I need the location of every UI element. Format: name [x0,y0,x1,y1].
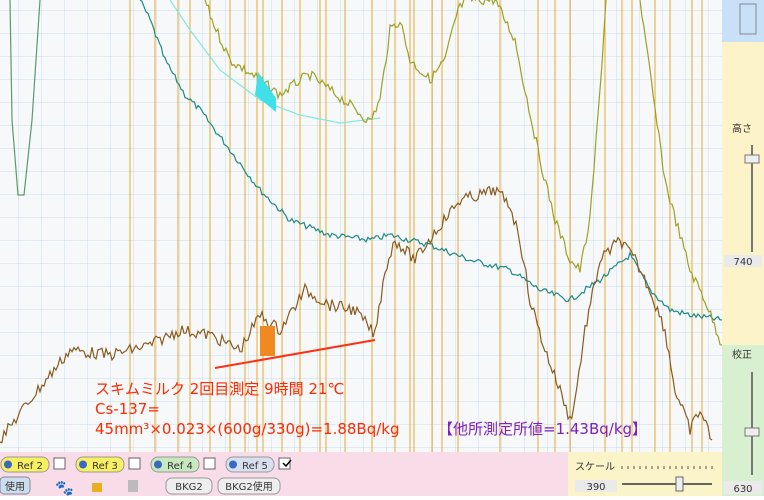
annotation: Cs-137= [95,400,160,418]
label: 校正 [732,348,752,361]
bkg-button[interactable] [217,477,281,495]
paw-icon[interactable]: 🐾 [55,479,74,497]
baseline [214,339,376,369]
cyan-fill [255,72,276,112]
spectrum-curve [139,0,723,321]
panel-top [722,0,764,42]
slider-thumb[interactable] [744,154,760,164]
value: 390 [586,482,605,493]
trash-icon[interactable] [128,480,138,492]
annotation: スキムミルク 2回目測定 9時間 21℃ [95,380,344,398]
button-label: Ref 4 [167,461,193,472]
ref-button[interactable] [0,456,50,473]
use-button[interactable] [0,476,31,495]
annotation: 45mm³×0.023×(600g/330g)=1.88Bq/kg [95,420,400,438]
button-label: BKG2使用 [225,480,273,493]
value: 740 [733,257,752,268]
label: 高さ [732,122,752,135]
checkmark [282,459,292,468]
checkbox[interactable] [203,457,216,470]
checkbox[interactable] [128,457,141,470]
ref-icon [4,460,12,469]
panel-calib [722,345,764,496]
annotation-note: 【他所測定所値=1.43Bq/kg】 [438,420,647,438]
value-box [724,255,762,267]
ref-button[interactable] [75,456,125,473]
ref-button[interactable] [225,456,275,473]
ref-icon [154,460,162,469]
slider-thumb[interactable] [675,476,684,492]
label: スケール [575,461,615,473]
spectra [0,0,723,444]
bkg-button[interactable] [165,477,213,495]
peak-markers [129,0,703,452]
button-label: 使用 [5,480,25,493]
value: 630 [733,484,752,495]
checkbox[interactable] [53,457,66,470]
value-box [575,480,617,492]
button-label: Ref 2 [17,461,43,472]
spectrum-curve [0,185,713,444]
slider-thumb[interactable] [744,427,760,437]
button-label: Ref 5 [242,461,268,472]
slider[interactable] [739,3,757,35]
button-label: Ref 3 [92,461,118,472]
lock-icon[interactable] [92,483,102,492]
spectrum-curve [204,0,607,273]
scale-ticks [621,466,713,469]
ref-button[interactable] [150,456,200,473]
ref-icon [229,460,237,469]
panel-height [722,42,764,345]
ref-icon [79,460,87,469]
spectrum-curve [9,0,41,196]
button-label: BKG2 [175,482,203,493]
value-box [724,481,762,494]
spectrum-curve [639,0,723,346]
roi-fill [260,326,275,356]
